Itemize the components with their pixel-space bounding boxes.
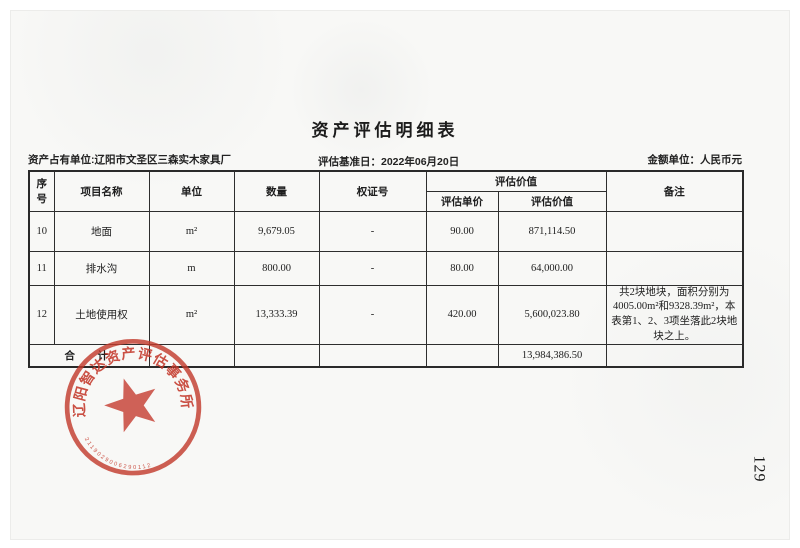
total-certificate-empty (318, 344, 427, 368)
header-remark: 备注 (605, 170, 744, 212)
cell-quantity: 13,333.39 (233, 284, 320, 346)
cell-remark (605, 250, 744, 286)
total-label: 合 计 (28, 344, 150, 368)
cell-quantity: 800.00 (233, 250, 320, 286)
cell-certificate: - (318, 284, 427, 346)
cell-seq: 12 (28, 284, 55, 346)
total-quantity-empty (233, 344, 320, 368)
asset-valuation-table: 序号 项目名称 单位 数量 权证号 评估价值 备注 评估单价 评估价值 10 地… (28, 170, 744, 368)
page-number: 129 (750, 455, 768, 483)
cell-value: 5,600,023.80 (497, 284, 607, 346)
header-certificate-no: 权证号 (318, 170, 427, 212)
cell-value: 64,000.00 (497, 250, 607, 286)
cell-unit-price: 80.00 (425, 250, 499, 286)
total-remark-empty (605, 344, 744, 368)
cell-unit-price: 420.00 (425, 284, 499, 346)
table-row: 11 排水沟 m 800.00 - 80.00 64,000.00 (28, 250, 744, 286)
header-valuation-value: 评估价值 (497, 190, 607, 212)
cell-item-name: 排水沟 (53, 250, 150, 286)
cell-unit-price: 90.00 (425, 210, 499, 252)
cell-seq: 11 (28, 250, 55, 286)
cell-certificate: - (318, 250, 427, 286)
table-row: 12 土地使用权 m² 13,333.39 - 420.00 5,600,023… (28, 284, 744, 346)
total-unit-empty (148, 344, 235, 368)
header-valuation-group: 评估价值 (425, 170, 607, 192)
header-unit-price: 评估单价 (425, 190, 499, 212)
total-unit-price-empty (425, 344, 499, 368)
header-item-name: 项目名称 (53, 170, 150, 212)
cell-remark (605, 210, 744, 252)
cell-certificate: - (318, 210, 427, 252)
cell-item-name: 地面 (53, 210, 150, 252)
cell-item-name: 土地使用权 (53, 284, 150, 346)
cell-unit: m² (148, 284, 235, 346)
cell-unit: m (148, 250, 235, 286)
cell-unit: m² (148, 210, 235, 252)
header-unit: 单位 (148, 170, 235, 212)
valuation-base-date: 评估基准日：2022年06月20日 (318, 156, 460, 168)
cell-quantity: 9,679.05 (233, 210, 320, 252)
cell-remark: 共2块地块，面积分别为4005.00m²和9328.39m²，本表第1、2、3项… (605, 284, 744, 346)
document-title: 资产评估明细表 (311, 121, 459, 140)
table-row: 10 地面 m² 9,679.05 - 90.00 871,114.50 (28, 210, 744, 252)
cell-seq: 10 (28, 210, 55, 252)
currency-unit-label: 金额单位：人民币元 (647, 154, 743, 166)
total-value: 13,984,386.50 (497, 344, 607, 368)
asset-owner-label: 资产占有单位:辽阳市文圣区三森实木家具厂 (28, 154, 231, 166)
header-quantity: 数量 (233, 170, 320, 212)
header-seq: 序号 (28, 170, 55, 212)
total-row: 合 计 13,984,386.50 (28, 344, 744, 368)
cell-value: 871,114.50 (497, 210, 607, 252)
